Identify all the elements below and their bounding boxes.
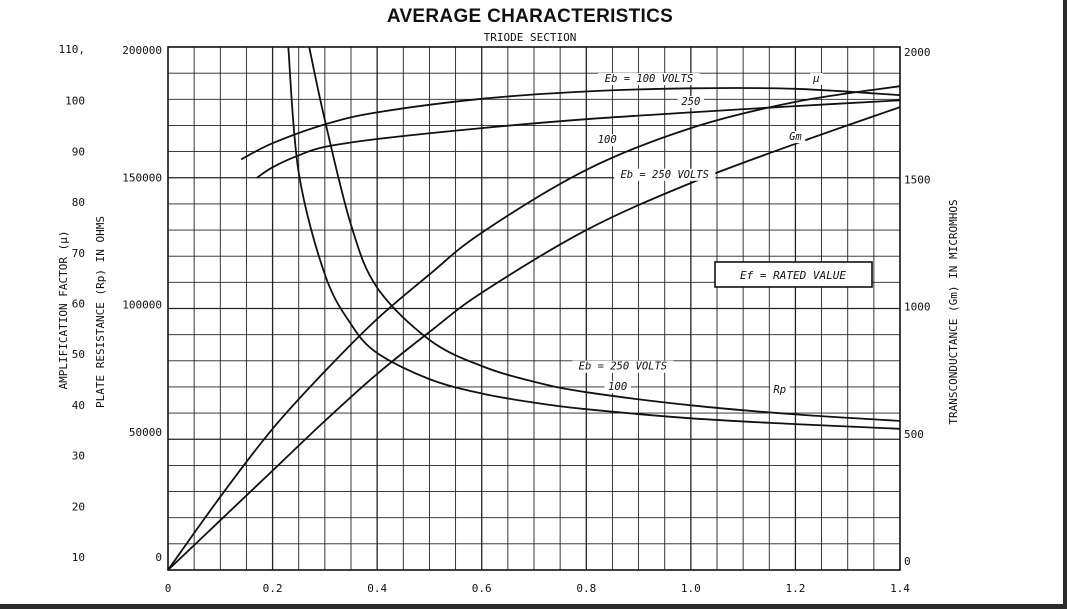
rp-tick-label: 150000 bbox=[122, 171, 162, 184]
gm-tick-label: 0 bbox=[904, 555, 911, 568]
rp-axis-label: PLATE RESISTANCE (Rp) IN OHMS bbox=[94, 216, 107, 408]
x-tick-label: 0.6 bbox=[472, 582, 492, 595]
mu-tick-label: 110, bbox=[59, 43, 86, 56]
series-line-gm-gm-eb-100 bbox=[167, 85, 901, 571]
x-tick-label: 0.8 bbox=[576, 582, 596, 595]
rp-tick-label: 200000 bbox=[122, 44, 162, 57]
x-tick-label: 1.4 bbox=[890, 582, 910, 595]
mu-tick-label: 60 bbox=[72, 298, 85, 311]
annotation-label: 250 bbox=[681, 96, 700, 108]
mu-axis-label: AMPLIFICATION FACTOR (μ) bbox=[57, 231, 70, 390]
chart-subtitle: TRIODE SECTION bbox=[483, 31, 577, 44]
annotation-bg bbox=[604, 381, 631, 394]
gm-tick-label: 500 bbox=[904, 428, 924, 441]
chart-title: AVERAGE CHARACTERISTICS bbox=[386, 6, 674, 27]
mu-tick-label: 30 bbox=[72, 450, 85, 463]
annotation-label: Eb = 100 VOLTS bbox=[605, 73, 694, 85]
x-tick-label: 0 bbox=[165, 582, 172, 595]
annotation-label: Gm bbox=[789, 131, 802, 143]
series-line-mu-250 bbox=[256, 99, 901, 179]
annotation-label: Rp bbox=[773, 384, 786, 396]
annotation-label: Eb = 250 VOLTS bbox=[579, 361, 668, 373]
gm-tick-label: 2000 bbox=[904, 46, 931, 59]
x-tick-label: 0.4 bbox=[367, 582, 387, 595]
mu-tick-label: 70 bbox=[72, 247, 85, 260]
annotation-bg bbox=[614, 168, 716, 181]
legend-box: Ef = RATED VALUE bbox=[714, 261, 873, 288]
annotation-bg bbox=[594, 134, 621, 147]
rp-tick-label: 50000 bbox=[129, 426, 162, 439]
rp-tick-label: 0 bbox=[155, 551, 162, 564]
mu-tick-label: 20 bbox=[72, 500, 85, 513]
annotation-label: μ bbox=[812, 73, 819, 85]
legend-box-text: Ef = RATED VALUE bbox=[740, 269, 846, 282]
series-line-mu-eb-100-volts bbox=[240, 87, 901, 161]
annotations: Eb = 100 VOLTS μ 250 100 Gm Eb = 250 VOLTS Eb … bbox=[572, 73, 823, 397]
gm-axis-label: TRANSCONDUCTANCE (Gm) IN MICROMHOS bbox=[947, 199, 960, 424]
gm-tick-label: 1000 bbox=[904, 301, 931, 314]
x-tick-label: 1.2 bbox=[785, 582, 805, 595]
mu-tick-label: 80 bbox=[72, 196, 85, 209]
mu-tick-label: 90 bbox=[72, 145, 85, 158]
series-line-gm-gm-eb-250-volts bbox=[167, 106, 901, 571]
x-tick-label: 0.2 bbox=[263, 582, 283, 595]
annotation-bg bbox=[572, 360, 674, 373]
mu-tick-label: 50 bbox=[72, 348, 85, 361]
grid-major bbox=[168, 47, 900, 570]
annotation-bg bbox=[769, 384, 790, 397]
tick-labels: 0 0.2 0.4 0.6 0.8 1.0 1.2 1.4110,10090807060504… bbox=[59, 43, 931, 595]
annotation-label: Eb = 250 VOLTS bbox=[620, 169, 709, 181]
annotation-bg bbox=[809, 73, 823, 86]
annotation-bg bbox=[677, 96, 705, 109]
rp-tick-label: 100000 bbox=[122, 299, 162, 312]
series-line-rp-rp-eb-250-volts bbox=[308, 46, 901, 422]
x-tick-label: 1.0 bbox=[681, 582, 701, 595]
annotation-label: 100 bbox=[608, 381, 627, 393]
annotation-label: 100 bbox=[598, 134, 617, 146]
mu-tick-label: 40 bbox=[72, 399, 85, 412]
gm-tick-label: 1500 bbox=[904, 173, 931, 186]
curves bbox=[167, 46, 901, 571]
series-line-rp-rp-eb-100 bbox=[287, 46, 901, 430]
annotation-bg bbox=[598, 73, 700, 86]
annotation-bg bbox=[785, 131, 806, 144]
mu-tick-label: 10 bbox=[72, 551, 85, 564]
mu-tick-label: 100 bbox=[65, 95, 85, 108]
plot-border bbox=[167, 46, 901, 571]
